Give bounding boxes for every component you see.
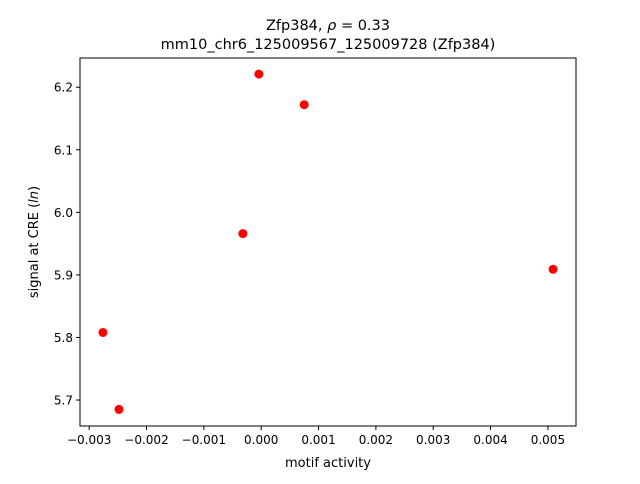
x-tick-label: 0.002 (359, 433, 393, 447)
x-tick-label: 0.001 (301, 433, 335, 447)
chart-title-line2: mm10_chr6_125009567_125009728 (Zfp384) (161, 37, 496, 53)
x-tick-label: −0.002 (124, 433, 168, 447)
x-tick-label: −0.003 (67, 433, 111, 447)
x-tick-label: −0.001 (182, 433, 226, 447)
chart-title-line1: Zfp384, ρ = 0.33 (266, 18, 390, 34)
y-tick-label: 5.9 (54, 268, 73, 282)
x-axis-label: motif activity (285, 456, 371, 471)
y-tick-label: 6.1 (54, 143, 73, 157)
plot-frame (79, 57, 577, 427)
y-tick-label: 6.0 (54, 206, 73, 220)
data-point (238, 229, 248, 239)
data-point (114, 404, 124, 414)
y-tick-label: 5.8 (54, 331, 73, 345)
data-point (548, 264, 558, 274)
x-tick-label: 0.003 (416, 433, 450, 447)
y-tick-label: 5.7 (54, 394, 73, 408)
data-point (299, 100, 309, 110)
y-axis-label: signal at CRE (ln) (27, 186, 42, 298)
y-tick-label: 6.2 (54, 81, 73, 95)
x-tick-label: 0.000 (244, 433, 278, 447)
data-point (98, 327, 108, 337)
x-tick-label: 0.005 (531, 433, 565, 447)
data-point (254, 69, 264, 79)
x-tick-label: 0.004 (473, 433, 507, 447)
